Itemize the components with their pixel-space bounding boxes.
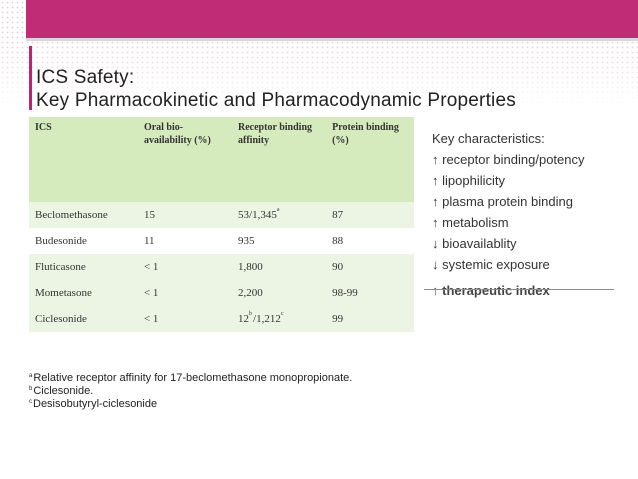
list-item: ↑ receptor binding/potency [432, 149, 585, 170]
receptor-value-pre: 12 [238, 313, 250, 325]
cell-ics: Mometasone [29, 280, 138, 306]
divider-line [424, 289, 614, 290]
table-row: Fluticasone < 1 1,800 90 [29, 254, 414, 280]
header-receptor-binding-affinity: Receptor binding affinity [232, 117, 327, 202]
header-ics: ICS [29, 117, 138, 202]
cell-ics: Beclomethasone [29, 202, 138, 228]
title-line-2: Key Pharmacokinetic and Pharmacodynamic … [36, 90, 516, 111]
item-text: bioavailablity [442, 236, 517, 251]
cell-receptor: 935 [232, 228, 327, 254]
footnote-text: Ciclesonide. [33, 385, 94, 397]
therapeutic-index-text: therapeutic index [442, 283, 550, 298]
item-text: systemic exposure [442, 257, 550, 272]
list-item: ↑ plasma protein binding [432, 191, 585, 212]
slide-title: ICS Safety: Key Pharmacokinetic and Phar… [36, 66, 516, 112]
footnotes: aRelative receptor affinity for 17-beclo… [29, 372, 352, 411]
list-item: ↓ bioavailablity [432, 233, 585, 254]
cell-oral: 15 [137, 202, 233, 228]
item-text: receptor binding/potency [442, 152, 585, 167]
footnote-mark: a [276, 207, 280, 213]
therapeutic-index-item: ↑ therapeutic index [432, 283, 550, 298]
banner-graphic [0, 0, 638, 110]
footnote-mark: c [280, 311, 284, 317]
key-characteristics-heading: Key characteristics: [432, 131, 545, 146]
footnote-mark: b [29, 386, 33, 392]
cell-oral: 11 [137, 228, 233, 254]
footnote: cDesisobutyryl-ciclesonide [29, 398, 352, 411]
list-item: ↑ metabolism [432, 212, 585, 233]
cell-oral: < 1 [137, 254, 233, 280]
footnote-mark: c [29, 399, 32, 405]
header-protein-binding: Protein binding (%) [326, 117, 414, 202]
footnote-mark: a [29, 373, 33, 379]
table-row: Mometasone < 1 2,200 98-99 [29, 280, 414, 306]
footnote-mark: b [249, 311, 253, 317]
cell-protein: 90 [326, 254, 414, 280]
cell-oral: < 1 [137, 306, 233, 332]
list-item: ↓ systemic exposure [432, 254, 585, 275]
cell-protein: 99 [326, 306, 414, 332]
arrow-up-icon: ↑ [432, 283, 439, 298]
footnote: aRelative receptor affinity for 17-beclo… [29, 372, 352, 385]
arrow-down-icon: ↓ [432, 257, 439, 272]
header-oral-bioavailability: Oral bio-availability (%) [137, 117, 233, 202]
arrow-up-icon: ↑ [432, 194, 439, 209]
cell-protein: 98-99 [326, 280, 414, 306]
item-text: metabolism [442, 215, 509, 230]
item-text: plasma protein binding [442, 194, 573, 209]
cell-receptor: 2,200 [232, 280, 327, 306]
cell-receptor: 1,800 [232, 254, 327, 280]
footnote: bCiclesonide. [29, 385, 352, 398]
table-row: Ciclesonide < 1 12b/1,212c 99 [29, 306, 414, 332]
cell-receptor: 53/1,345a [232, 202, 327, 228]
table-row: Budesonide 11 935 88 [29, 228, 414, 254]
arrow-down-icon: ↓ [432, 236, 439, 251]
header-banner [0, 0, 638, 110]
arrow-up-icon: ↑ [432, 215, 439, 230]
footnote-text: Relative receptor affinity for 17-beclom… [33, 372, 353, 384]
cell-ics: Ciclesonide [29, 306, 138, 332]
cell-protein: 88 [326, 228, 414, 254]
cell-oral: < 1 [137, 280, 233, 306]
footnote-text: Desisobutyryl-ciclesonide [33, 398, 158, 410]
arrow-up-icon: ↑ [432, 173, 439, 188]
item-text: lipophilicity [442, 173, 505, 188]
arrow-up-icon: ↑ [432, 152, 439, 167]
key-characteristics-list: Key characteristics: ↑ receptor binding/… [432, 128, 585, 275]
cell-ics: Budesonide [29, 228, 138, 254]
table-row: Beclomethasone 15 53/1,345a 87 [29, 202, 414, 228]
cell-ics: Fluticasone [29, 254, 138, 280]
cell-receptor: 12b/1,212c [232, 306, 327, 332]
cell-protein: 87 [326, 202, 414, 228]
ics-properties-table: ICS Oral bio-availability (%) Receptor b… [29, 117, 414, 332]
receptor-value: 53/1,345 [238, 209, 277, 221]
receptor-value: /1,212 [253, 313, 281, 325]
table-header-row: ICS Oral bio-availability (%) Receptor b… [29, 117, 414, 202]
title-line-1: ICS Safety: [36, 67, 135, 88]
list-item: ↑ lipophilicity [432, 170, 585, 191]
